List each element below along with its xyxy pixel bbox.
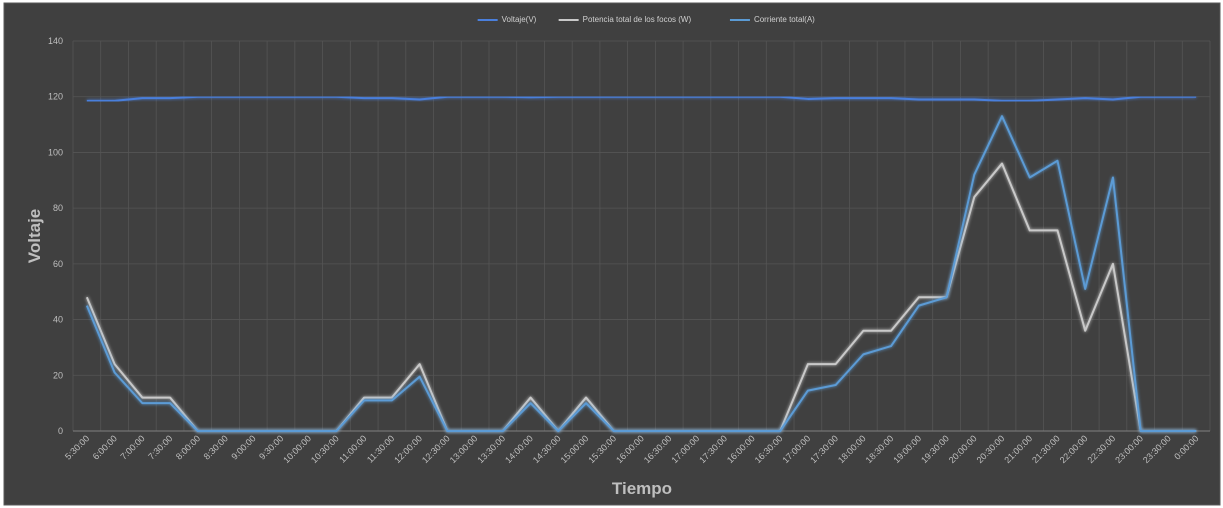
y-tick-label: 100 <box>48 147 63 157</box>
y-tick-label: 0 <box>58 426 63 436</box>
y-tick-label: 60 <box>53 259 63 269</box>
series-line <box>86 95 1197 102</box>
series-line <box>85 115 1197 432</box>
x-axis-title: Tiempo <box>612 479 672 498</box>
legend-label: Potencia total de los focos (W) <box>583 15 692 24</box>
legend-label: Voltaje(V) <box>502 15 537 24</box>
y-tick-label: 20 <box>53 370 63 380</box>
y-tick-label: 40 <box>53 315 63 325</box>
y-tick-label: 120 <box>48 92 63 102</box>
legend-label: Corriente total(A) <box>754 15 815 24</box>
y-tick-label: 140 <box>48 36 63 46</box>
y-tick-label: 80 <box>53 203 63 213</box>
chart-area <box>3 2 1221 506</box>
y-axis-title: Voltaje <box>25 209 44 263</box>
